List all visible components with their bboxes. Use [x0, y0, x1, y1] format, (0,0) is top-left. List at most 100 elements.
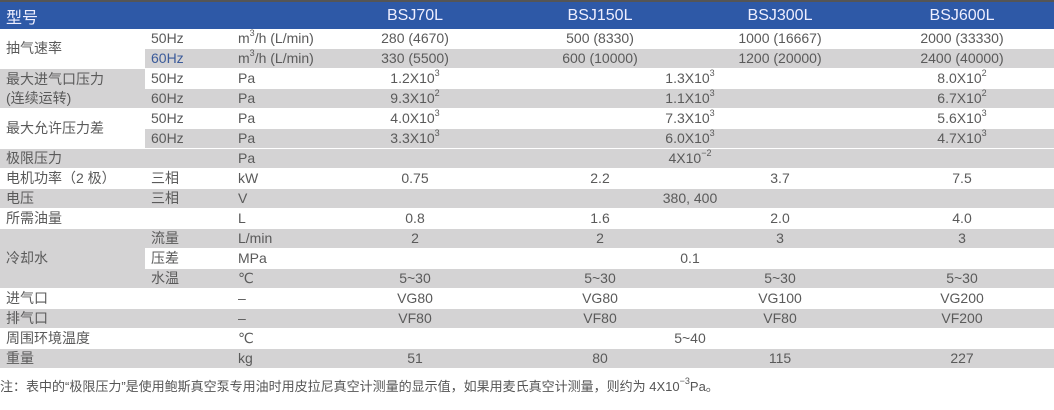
unit: m3/h (L/min)	[232, 29, 320, 49]
unit: –	[232, 288, 320, 309]
value: 2400 (40000)	[870, 48, 1054, 69]
unit: kg	[232, 348, 320, 369]
value: 4.0	[870, 208, 1054, 229]
value: 380, 400	[510, 188, 870, 209]
value: 3	[690, 228, 870, 249]
unit: –	[232, 308, 320, 329]
value: 9.3X102	[320, 88, 510, 109]
row-label: 最大允许压力差	[0, 108, 145, 149]
value: 4X10−2	[510, 148, 870, 169]
value: 5~30	[320, 268, 510, 289]
unit: Pa	[232, 68, 320, 89]
table-row: 重量 kg 51 80 115 227	[0, 348, 1054, 369]
row-label: 抽气速率	[0, 29, 145, 69]
unit: Pa	[232, 148, 320, 169]
value: 0.8	[320, 208, 510, 229]
sub-label: 压差	[145, 248, 232, 269]
model-header: BSJ600L	[870, 1, 1054, 29]
value: 5.6X103	[870, 108, 1054, 129]
value: 227	[870, 348, 1054, 369]
unit: MPa	[232, 248, 320, 269]
frequency: 60Hz	[145, 128, 232, 149]
table-row: 水温 ℃ 5~30 5~30 5~30 5~30	[0, 268, 1054, 289]
value: 7.5	[870, 168, 1054, 189]
row-label: 电压	[0, 188, 145, 209]
value: 2000 (33330)	[870, 29, 1054, 49]
table-row: 最大进气口压力 (连续运转) 50Hz Pa 1.2X103 1.3X103 8.…	[0, 68, 1054, 109]
value: 6.0X103	[510, 128, 870, 149]
value: 1.2X103	[320, 68, 510, 89]
value: 1.3X103	[510, 68, 870, 89]
value: VF80	[320, 308, 510, 329]
value: 3.3X103	[320, 128, 510, 149]
value: VG80	[510, 288, 690, 309]
table-row: 电机功率（2 极） 三相 kW 0.75 2.2 3.7 7.5	[0, 168, 1054, 189]
value: 2.2	[510, 168, 690, 189]
unit: ℃	[232, 328, 320, 349]
value: 3.7	[690, 168, 870, 189]
value: VG80	[320, 288, 510, 309]
spec-table: 型号 BSJ70L BSJ150L BSJ300L BSJ600L 抽气速率 5…	[0, 0, 1054, 369]
frequency: 60Hz	[145, 48, 232, 69]
value: 1.6	[510, 208, 690, 229]
sub-label: 水温	[145, 268, 232, 289]
value: 1.1X103	[510, 88, 870, 109]
table-row: 冷却水 流量 L/min 2 2 3 3	[0, 228, 1054, 289]
table-row: 最大允许压力差 50Hz Pa 4.0X103 7.3X103 5.6X103	[0, 108, 1054, 149]
row-label: 最大进气口压力 (连续运转)	[0, 68, 145, 109]
row-label: 进气口	[0, 288, 145, 309]
value: VF80	[510, 308, 690, 329]
row-label: 周围环境温度	[0, 328, 145, 349]
value: 80	[510, 348, 690, 369]
frequency: 50Hz	[145, 29, 232, 49]
value: VG200	[870, 288, 1054, 309]
header-row: 型号 BSJ70L BSJ150L BSJ300L BSJ600L	[0, 1, 1054, 29]
value: 51	[320, 348, 510, 369]
table-row: 60Hz m3/h (L/min) 330 (5500) 600 (10000)…	[0, 48, 1054, 69]
value: 6.7X102	[870, 88, 1054, 109]
value: 5~30	[510, 268, 690, 289]
table-row: 60Hz Pa 3.3X103 6.0X103 4.7X103	[0, 128, 1054, 149]
unit: L/min	[232, 228, 320, 249]
model-header: BSJ150L	[510, 1, 690, 29]
sub-label: 流量	[145, 228, 232, 249]
value: VF80	[690, 308, 870, 329]
sub-label: 三相	[145, 168, 232, 189]
value: 2	[510, 228, 690, 249]
unit: m3/h (L/min)	[232, 48, 320, 69]
row-label: 极限压力	[0, 148, 145, 169]
value: 7.3X103	[510, 108, 870, 129]
value: 280 (4670)	[320, 29, 510, 49]
frequency: 50Hz	[145, 68, 232, 89]
unit: Pa	[232, 108, 320, 129]
table-row: 压差 MPa 0.1	[0, 248, 1054, 269]
unit: L	[232, 208, 320, 229]
sub-label: 三相	[145, 188, 232, 209]
table-row: 60Hz Pa 9.3X102 1.1X103 6.7X102	[0, 88, 1054, 109]
unit: Pa	[232, 88, 320, 109]
table-row: 周围环境温度 ℃ 5~40	[0, 328, 1054, 349]
value: 1200 (20000)	[690, 48, 870, 69]
value: 3	[870, 228, 1054, 249]
model-header: BSJ70L	[320, 1, 510, 29]
value: 0.75	[320, 168, 510, 189]
unit: kW	[232, 168, 320, 189]
value: 5~40	[510, 328, 870, 349]
value: 1000 (16667)	[690, 29, 870, 49]
value: 500 (8330)	[510, 29, 690, 49]
table-row: 进气口 – VG80 VG80 VG100 VG200	[0, 288, 1054, 309]
value: 600 (10000)	[510, 48, 690, 69]
model-label: 型号	[0, 1, 320, 29]
row-label: 冷却水	[0, 228, 145, 289]
value: 330 (5500)	[320, 48, 510, 69]
unit: Pa	[232, 128, 320, 149]
unit: V	[232, 188, 320, 209]
value: 8.0X102	[870, 68, 1054, 89]
value: 2.0	[690, 208, 870, 229]
value: VF200	[870, 308, 1054, 329]
table-row: 抽气速率 50Hz m3/h (L/min) 280 (4670) 500 (8…	[0, 29, 1054, 69]
frequency: 60Hz	[145, 88, 232, 109]
value: 4.7X103	[870, 128, 1054, 149]
frequency: 50Hz	[145, 108, 232, 129]
unit: ℃	[232, 268, 320, 289]
